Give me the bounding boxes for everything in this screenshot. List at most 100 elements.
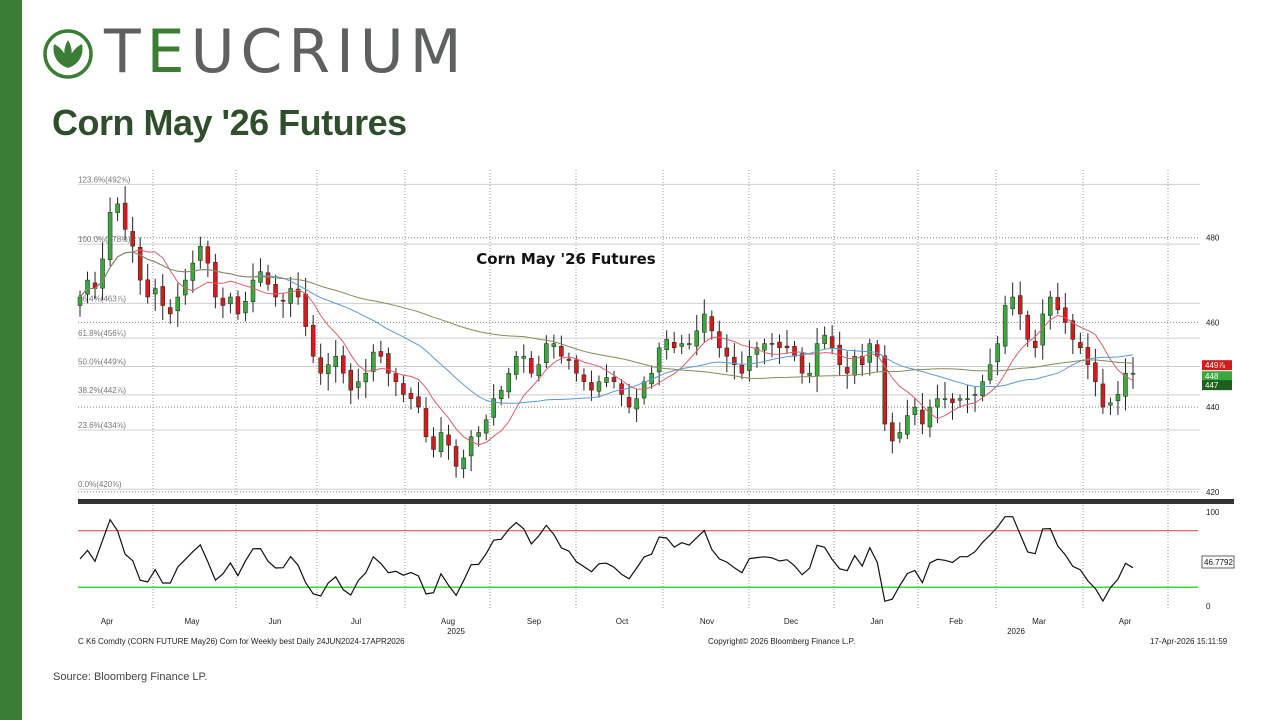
candle-body [1055, 297, 1061, 310]
down-candle [416, 382, 421, 414]
candle-body [1115, 394, 1121, 402]
up-candle [634, 388, 639, 423]
fib-level-label: 123.6%(492⅝) [78, 175, 131, 184]
up-candle [85, 271, 90, 304]
down-candle [626, 383, 632, 414]
up-candle [468, 430, 474, 472]
down-candle [875, 339, 880, 373]
candle-body [656, 347, 662, 373]
up-candle [987, 348, 993, 385]
down-candle [671, 331, 677, 354]
candle-body [859, 356, 865, 366]
candle-body [168, 307, 173, 315]
chart-title: Corn May '26 Futures [476, 250, 655, 268]
page-title: Corn May '26 Futures [52, 102, 407, 143]
down-candle [1055, 282, 1061, 315]
candle-body [408, 392, 414, 399]
up-candle [1048, 290, 1053, 330]
rsi-tick-label: 0 [1206, 602, 1211, 611]
up-candle [506, 367, 511, 399]
up-candle [807, 362, 812, 384]
down-candle [446, 424, 451, 460]
candle-body [581, 374, 587, 382]
x-month-label: Apr [1119, 617, 1132, 626]
candle-body [724, 347, 730, 357]
down-candle [453, 439, 459, 478]
candle-body [641, 381, 647, 399]
down-candle [341, 345, 346, 384]
candle-body [356, 381, 361, 388]
candle-body [446, 434, 451, 446]
candle-body [348, 369, 354, 391]
down-candle [318, 343, 323, 385]
candle-body [702, 313, 707, 333]
candle-body [491, 398, 496, 418]
candle-body [709, 316, 715, 332]
timestamp-caption: 17-Apr-2026 15:11:59 [1150, 637, 1228, 646]
candle-body [401, 383, 406, 395]
candle-body [544, 343, 549, 364]
candle-body [551, 343, 557, 347]
up-candle [100, 242, 105, 301]
x-year-label: 2026 [1007, 627, 1025, 636]
down-candle [386, 347, 391, 387]
down-candle [529, 351, 534, 378]
down-candle [348, 363, 354, 405]
candle-body [574, 359, 579, 374]
down-candle [777, 334, 782, 364]
candle-body [228, 296, 233, 305]
down-candle [739, 351, 745, 380]
up-candle [183, 268, 188, 305]
candle-body [438, 432, 444, 452]
teucrium-logo: TEUCRIUM [42, 20, 502, 84]
candle-body [1123, 372, 1128, 397]
up-candle [476, 426, 481, 447]
x-month-label: Apr [101, 617, 114, 626]
down-candle [137, 237, 143, 295]
up-candle [228, 292, 233, 314]
up-candle [491, 384, 496, 426]
up-candle [513, 351, 519, 380]
down-candle [920, 393, 925, 435]
slow-moving-average [79, 251, 1134, 380]
copyright-caption: Copyright© 2026 Bloomberg Finance L.P. [708, 637, 856, 646]
down-candle [882, 345, 888, 431]
price-tag [1202, 360, 1232, 371]
up-candle [995, 335, 1000, 376]
candle-body [957, 398, 963, 401]
candle-body [1032, 340, 1038, 349]
candle-body [912, 406, 918, 415]
up-candle [822, 326, 827, 349]
price-tag-label: 447 [1205, 381, 1219, 390]
candle-body [890, 422, 895, 442]
leaf-logo-icon [43, 29, 93, 79]
x-month-label: Aug [441, 617, 455, 626]
candle-body [378, 351, 384, 357]
candle-body [431, 436, 436, 450]
up-candle [702, 299, 707, 343]
down-candle [589, 370, 594, 401]
down-candle [792, 340, 797, 362]
candle-body [732, 356, 737, 366]
candle-body [987, 364, 993, 381]
x-month-label: Nov [700, 617, 714, 626]
x-month-label: Jul [351, 617, 361, 626]
down-candle [1032, 329, 1038, 358]
down-candle [859, 343, 865, 377]
x-month-label: Sep [527, 617, 542, 626]
up-candle [243, 291, 248, 322]
up-candle [596, 375, 602, 398]
candle-body [777, 341, 782, 349]
up-candle [649, 365, 654, 389]
down-candle [1070, 313, 1076, 354]
candle-body [965, 398, 970, 400]
candle-body [1025, 314, 1030, 340]
candle-body [498, 389, 504, 400]
up-candle [641, 376, 647, 405]
down-candle [717, 320, 722, 358]
fib-level-label: 0.0%(420⅝) [78, 480, 122, 489]
fib-level-label: 61.8%(456¼) [78, 329, 126, 338]
down-candle [784, 329, 790, 354]
candle-body [1108, 402, 1113, 406]
